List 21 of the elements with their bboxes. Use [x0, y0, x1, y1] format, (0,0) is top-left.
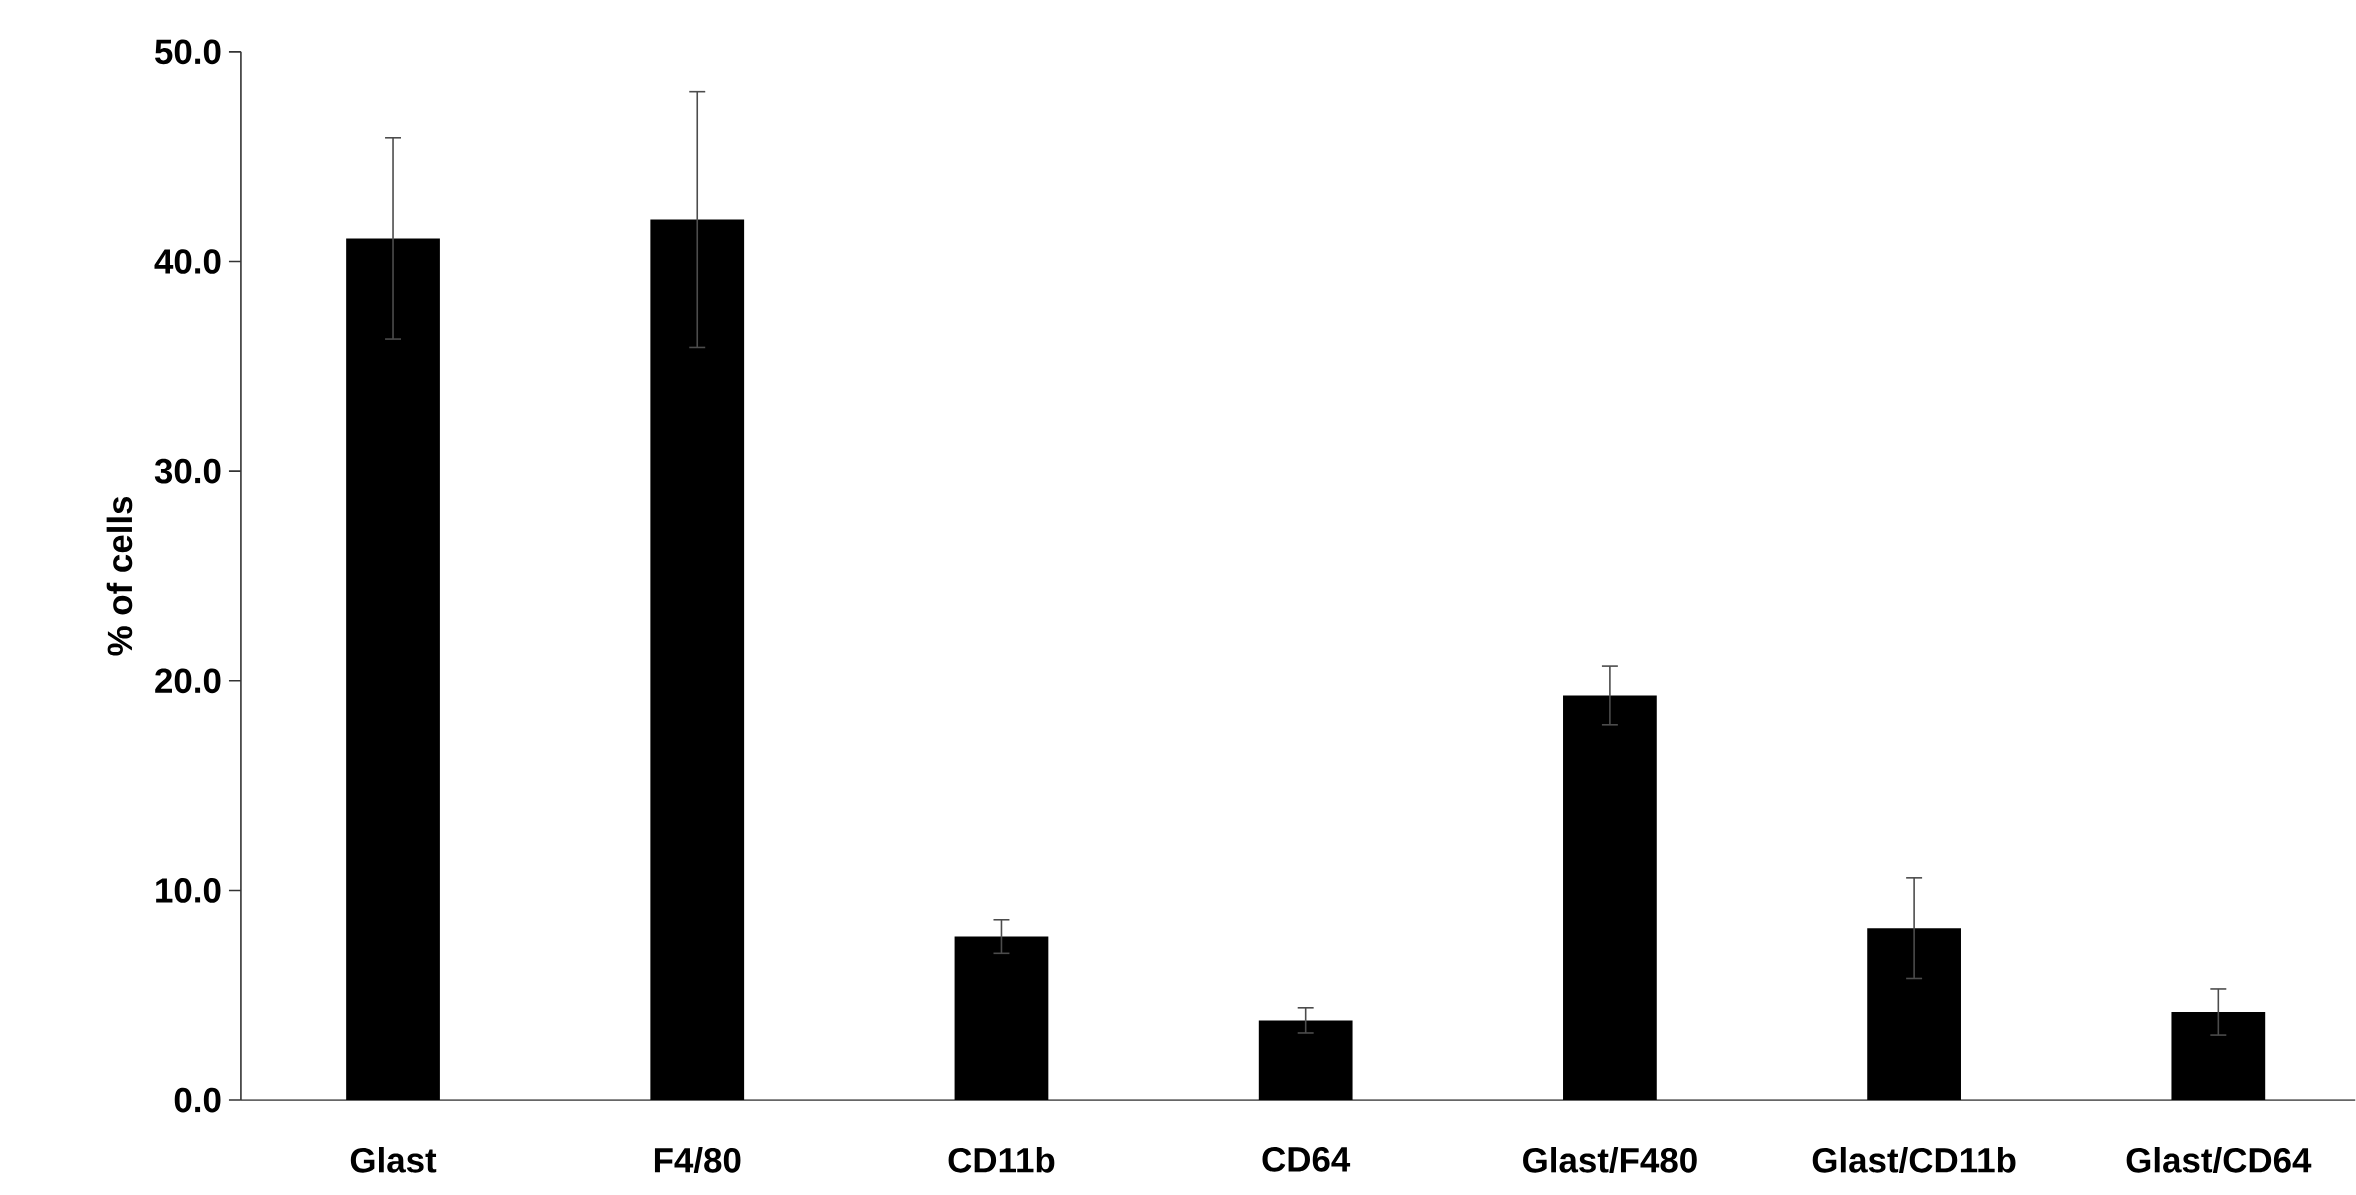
- x-tick-label: CD11b: [948, 1147, 1055, 1173]
- y-tick-label: 10.0: [156, 878, 221, 903]
- x-tick-label: Glast/F480: [1523, 1147, 1697, 1174]
- y-tick-label: 0.0: [174, 1087, 221, 1113]
- x-tick-label: Glast/CD64: [2126, 1147, 2312, 1174]
- x-tick-label: Glast/CD11b: [1812, 1147, 2016, 1174]
- y-tick-label: 20.0: [155, 668, 221, 694]
- x-tick-label: CD64: [1262, 1147, 1351, 1172]
- bar: [2171, 1012, 2266, 1101]
- x-tick-label: Glast: [350, 1147, 437, 1173]
- bar: [650, 219, 745, 1101]
- y-tick-label: 30.0: [154, 458, 221, 484]
- x-tick-label: F4/80: [654, 1147, 741, 1174]
- bar: [346, 238, 440, 1101]
- y-tick-label: 50.0: [155, 39, 221, 65]
- bar: [1258, 1020, 1353, 1101]
- y-tick-label: 40.0: [154, 249, 221, 274]
- bar: [1563, 695, 1657, 1101]
- y-axis-title: % of cells: [106, 496, 133, 656]
- bar: [954, 936, 1049, 1101]
- bar: [1867, 928, 1961, 1101]
